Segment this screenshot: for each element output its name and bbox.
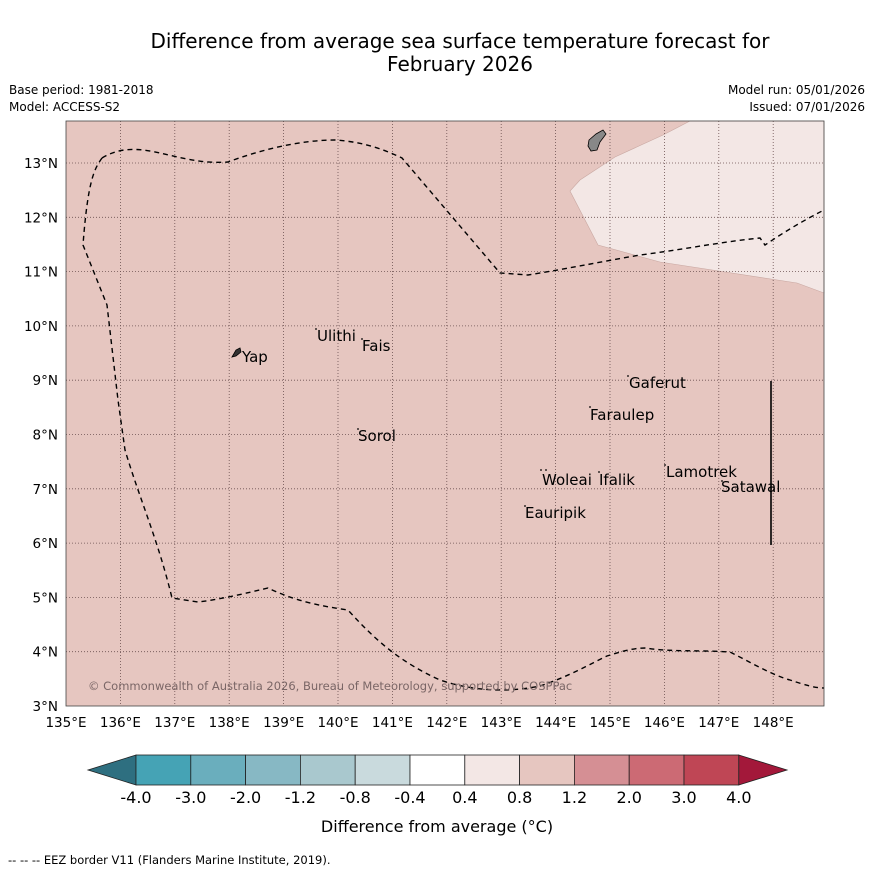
lon-tick-label: 144°E — [535, 715, 576, 731]
ulithi-marker — [315, 328, 317, 330]
woleai-marker — [540, 469, 542, 471]
label-woleai: Woleai — [542, 471, 592, 489]
label-faraulep: Faraulep — [590, 406, 654, 424]
eez-border-south — [82, 157, 825, 691]
satawal-marker — [721, 480, 723, 482]
colorbar-extend-high — [738, 754, 789, 786]
lon-tick-label: 136°E — [100, 715, 141, 731]
sorol-marker — [357, 428, 359, 430]
colorbar-segment — [190, 754, 247, 786]
label-yap: Yap — [241, 348, 268, 366]
lat-tick-label: 9°N — [33, 373, 58, 389]
eez-border-north — [101, 139, 825, 276]
label-ulithi: Ulithi — [317, 327, 356, 345]
colorbar-tick-label: -0.4 — [394, 788, 425, 807]
colorbar-tick-label: 1.2 — [562, 788, 587, 807]
colorbar-tick-label: -3.0 — [175, 788, 206, 807]
footer-eez-source: -- -- -- EEZ border V11 (Flanders Marine… — [8, 853, 331, 867]
map-frame — [65, 120, 825, 707]
base-period-text: Base period: 1981-2018 — [9, 83, 154, 97]
lon-tick-label: 140°E — [317, 715, 358, 731]
colorbar-segment — [628, 754, 685, 786]
label-gaferut: Gaferut — [629, 374, 686, 392]
lat-tick-label: 8°N — [33, 428, 58, 444]
ifalik-marker — [598, 471, 600, 473]
label-ifalik: Ifalik — [599, 471, 635, 489]
colorbar-tick-label: -0.8 — [340, 788, 371, 807]
issued-text: Issued: 07/01/2026 — [749, 100, 865, 114]
label-eauripik: Eauripik — [525, 504, 586, 522]
lon-tick-label: 138°E — [209, 715, 250, 731]
model-text: Model: ACCESS-S2 — [9, 100, 121, 114]
colorbar-segment — [354, 754, 411, 786]
colorbar-tick-label: -2.0 — [230, 788, 261, 807]
fais-marker — [361, 338, 363, 340]
graticule — [66, 121, 824, 706]
colorbar-tick-label: 3.0 — [671, 788, 696, 807]
lon-tick-label: 145°E — [589, 715, 630, 731]
eauripik-marker — [524, 505, 526, 507]
lon-tick-label: 146°E — [644, 715, 685, 731]
colorbar-segment — [135, 754, 192, 786]
colorbar-segment — [683, 754, 740, 786]
lamotrek-marker — [664, 464, 666, 466]
label-fais: Fais — [362, 337, 391, 355]
chart-title-line-2: February 2026 — [387, 52, 533, 76]
lon-tick-label: 147°E — [698, 715, 739, 731]
lat-tick-label: 13°N — [24, 156, 58, 172]
lon-tick-label: 135°E — [45, 715, 86, 731]
lat-tick-label: 3°N — [33, 699, 58, 715]
colorbar-tick-label: 0.4 — [452, 788, 477, 807]
colorbar-segment — [464, 754, 520, 786]
gaferut-marker — [627, 375, 629, 377]
colorbar-extend-low — [86, 754, 137, 786]
chart-title-line-1: Difference from average sea surface temp… — [150, 29, 770, 53]
model-run-text: Model run: 05/01/2026 — [727, 83, 865, 97]
lat-tick-label: 7°N — [33, 482, 58, 498]
lon-tick-label: 139°E — [263, 715, 304, 731]
colorbar-tick-label: 0.8 — [507, 788, 532, 807]
colorbar-segment — [519, 754, 575, 786]
colorbar-tick-label: -4.0 — [120, 788, 151, 807]
lat-tick-label: 10°N — [24, 319, 58, 335]
woleai-marker-2 — [545, 469, 547, 471]
guam-island — [587, 129, 607, 152]
lat-tick-label: 4°N — [33, 645, 58, 661]
label-sorol: Sorol — [358, 427, 396, 445]
copyright-text: © Commonwealth of Australia 2026, Bureau… — [88, 679, 572, 693]
colorbar-title: Difference from average (°C) — [321, 817, 553, 836]
colorbar-segment — [245, 754, 301, 786]
faraulep-marker — [589, 406, 591, 408]
colorbar-tick-label: 4.0 — [726, 788, 751, 807]
yap-island — [231, 347, 242, 358]
lat-tick-label: 5°N — [33, 590, 58, 606]
lat-tick-label: 11°N — [24, 265, 58, 281]
label-satawal: Satawal — [721, 478, 780, 496]
colorbar-segment — [574, 754, 630, 786]
lon-tick-label: 137°E — [154, 715, 195, 731]
colorbar: -4.0 -3.0 -2.0 -1.2 -0.8 -0.4 0.4 0.8 1.2 2.0 3.0 4… — [86, 754, 789, 807]
longitude-axis: 135°E 136°E 137°E 138°E 139°E 140°E 141°E 142°E… — [45, 715, 793, 731]
latitude-axis: 3°N 4°N 5°N 6°N 7°N 8°N 9°N 10°N 11°N 12°N 13°N — [24, 156, 58, 715]
colorbar-segment — [409, 754, 466, 786]
colorbar-tick-label: 2.0 — [616, 788, 641, 807]
lat-tick-label: 12°N — [24, 210, 58, 226]
lon-tick-label: 143°E — [481, 715, 522, 731]
colorbar-tick-label: -1.2 — [285, 788, 316, 807]
label-lamotrek: Lamotrek — [666, 463, 737, 481]
lon-tick-label: 142°E — [426, 715, 467, 731]
atoll-markers — [315, 328, 723, 507]
lon-tick-label: 148°E — [753, 715, 794, 731]
lat-tick-label: 6°N — [33, 536, 58, 552]
colorbar-segment — [299, 754, 356, 786]
lon-tick-label: 141°E — [372, 715, 413, 731]
